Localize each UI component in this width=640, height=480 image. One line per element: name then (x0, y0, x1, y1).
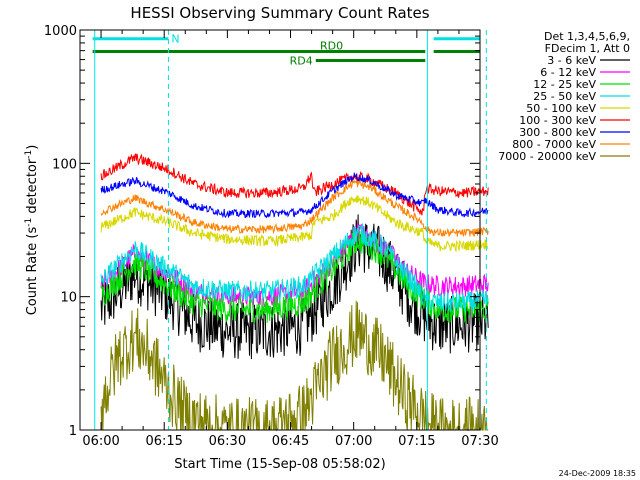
x-tick-label-5: 07:15 (398, 434, 435, 449)
y-label-sup1: -1 (24, 218, 34, 227)
series-line-2 (100, 230, 489, 324)
y-tick-label-3: 1000 (44, 24, 77, 39)
y-label-sup2: -1 (24, 150, 34, 159)
x-tick-label-0: 06:00 (82, 434, 119, 449)
series-line-4 (100, 195, 489, 253)
plot-frame (79, 29, 481, 431)
y-tick-label-1: 10 (60, 291, 77, 306)
y-tick-label-2: 100 (52, 157, 77, 172)
x-tick-label-1: 06:15 (145, 434, 182, 449)
axes-group: 06:00 06:15 06:30 06:45 07:00 07:15 07:30 1 10 10… (44, 24, 499, 449)
flag-label-2: RD4 (290, 55, 313, 68)
flags-group: N RD0 RD4 (92, 33, 480, 68)
legend: Det 1,3,4,5,6,9,FDecim 1, Att 03 - 6 keV… (498, 30, 630, 163)
y-label-part1: Count Rate (s (25, 227, 40, 316)
series-line-7 (100, 179, 489, 238)
x-tick-label-2: 06:30 (209, 434, 246, 449)
series-line-5 (100, 153, 489, 216)
legend-label-7: 800 - 7000 keV (512, 138, 596, 151)
legend-label-5: 100 - 300 keV (519, 114, 596, 127)
legend-label-6: 300 - 800 keV (519, 126, 596, 139)
series-line-8 (100, 300, 489, 432)
legend-label-1: 6 - 12 keV (540, 66, 596, 79)
legend-label-2: 12 - 25 keV (533, 78, 596, 91)
series-line-6 (100, 172, 489, 219)
y-label-part2: detector (25, 158, 40, 218)
legend-label-4: 50 - 100 keV (526, 102, 596, 115)
footer-timestamp: 24-Dec-2009 18:35 (559, 469, 636, 478)
x-tick-label-3: 06:45 (272, 434, 309, 449)
series-line-1 (100, 222, 489, 308)
vlines-group (94, 30, 487, 430)
flag-label-0: N (171, 33, 179, 46)
x-axis-label: Start Time (15-Sep-08 05:58:02) (174, 457, 385, 472)
flag-label-1: RD0 (320, 39, 343, 52)
legend-label-0: 3 - 6 keV (547, 54, 596, 67)
y-label-part3: ) (25, 145, 40, 150)
series-group (100, 153, 489, 432)
legend-label-3: 25 - 50 keV (533, 90, 596, 103)
series-line-3 (100, 223, 489, 313)
x-tick-label-6: 07:30 (461, 434, 498, 449)
x-tick-label-4: 07:00 (335, 434, 372, 449)
legend-header-0: Det 1,3,4,5,6,9, (544, 30, 630, 43)
chart-title: HESSI Observing Summary Count Rates (130, 4, 429, 22)
y-axis-label: Count Rate (s-1 detector-1) (24, 145, 40, 316)
legend-header-1: FDecim 1, Att 0 (545, 42, 630, 55)
y-tick-label-0: 1 (69, 424, 77, 439)
legend-label-8: 7000 - 20000 keV (498, 150, 596, 163)
